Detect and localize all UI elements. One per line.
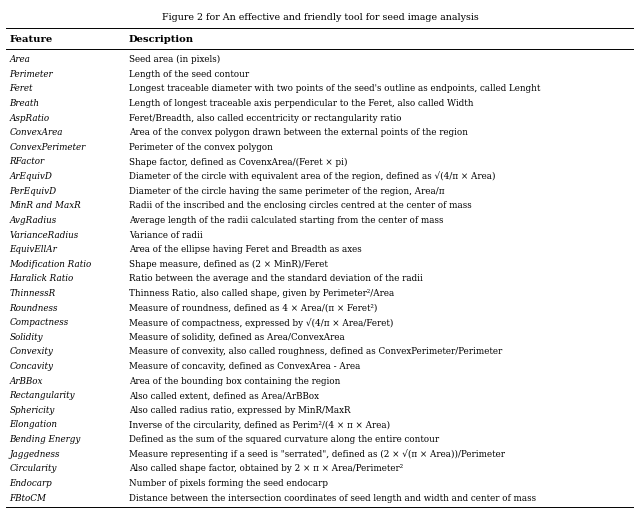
- Text: Area of the convex polygon drawn between the external points of the region: Area of the convex polygon drawn between…: [129, 128, 468, 137]
- Text: Description: Description: [129, 35, 194, 44]
- Text: Measure representing if a seed is "serrated", defined as (2 × √(π × Area))/Perim: Measure representing if a seed is "serra…: [129, 449, 505, 459]
- Text: MinR and MaxR: MinR and MaxR: [10, 201, 81, 210]
- Text: ArEquivD: ArEquivD: [10, 172, 52, 181]
- Text: Length of longest traceable axis perpendicular to the Feret, also called Width: Length of longest traceable axis perpend…: [129, 99, 473, 108]
- Text: Diameter of the circle having the same perimeter of the region, Area/π: Diameter of the circle having the same p…: [129, 187, 444, 195]
- Text: Shape factor, defined as CovenxArea/(Feret × pi): Shape factor, defined as CovenxArea/(Fer…: [129, 157, 348, 167]
- Text: Measure of solidity, defined as Area/ConvexArea: Measure of solidity, defined as Area/Con…: [129, 333, 344, 342]
- Text: Convexity: Convexity: [10, 347, 53, 357]
- Text: Modification Ratio: Modification Ratio: [10, 260, 92, 269]
- Text: PerEquivD: PerEquivD: [10, 187, 57, 195]
- Text: Length of the seed contour: Length of the seed contour: [129, 70, 249, 79]
- Text: Number of pixels forming the seed endocarp: Number of pixels forming the seed endoca…: [129, 479, 328, 488]
- Text: ThinnessR: ThinnessR: [10, 289, 56, 298]
- Text: Concavity: Concavity: [10, 362, 54, 371]
- Text: Inverse of the circularity, defined as Perim²/(4 × π × Area): Inverse of the circularity, defined as P…: [129, 421, 390, 429]
- Text: RFactor: RFactor: [10, 157, 45, 167]
- Text: Also called radius ratio, expressed by MinR/MaxR: Also called radius ratio, expressed by M…: [129, 406, 350, 415]
- Text: Shape measure, defined as (2 × MinR)/Feret: Shape measure, defined as (2 × MinR)/Fer…: [129, 260, 328, 269]
- Text: Longest traceable diameter with two points of the seed's outline as endpoints, c: Longest traceable diameter with two poin…: [129, 85, 540, 93]
- Text: Ratio between the average and the standard deviation of the radii: Ratio between the average and the standa…: [129, 274, 422, 283]
- Text: Defined as the sum of the squared curvature along the entire contour: Defined as the sum of the squared curvat…: [129, 435, 439, 444]
- Text: AvgRadius: AvgRadius: [10, 216, 57, 225]
- Text: Diameter of the circle with equivalent area of the region, defined as √(4/π × Ar: Diameter of the circle with equivalent a…: [129, 172, 495, 182]
- Text: Solidity: Solidity: [10, 333, 43, 342]
- Text: EquivEllAr: EquivEllAr: [10, 245, 58, 254]
- Text: Bending Energy: Bending Energy: [10, 435, 81, 444]
- Text: ConvexPerimeter: ConvexPerimeter: [10, 143, 86, 152]
- Text: Variance of radii: Variance of radii: [129, 230, 202, 240]
- Text: Rectangularity: Rectangularity: [10, 391, 75, 400]
- Text: Endocarp: Endocarp: [10, 479, 52, 488]
- Text: Also called shape factor, obtained by 2 × π × Area/Perimeter²: Also called shape factor, obtained by 2 …: [129, 464, 403, 473]
- Text: Breath: Breath: [10, 99, 40, 108]
- Text: Area of the bounding box containing the region: Area of the bounding box containing the …: [129, 377, 340, 386]
- Text: Elongation: Elongation: [10, 421, 58, 429]
- Text: Figure 2 for An effective and friendly tool for seed image analysis: Figure 2 for An effective and friendly t…: [162, 13, 478, 22]
- Text: ArBBox: ArBBox: [10, 377, 43, 386]
- Text: Compactness: Compactness: [10, 318, 68, 327]
- Text: Feature: Feature: [10, 35, 52, 44]
- Text: Roundness: Roundness: [10, 304, 58, 312]
- Text: Measure of compactness, expressed by √(4/π × Area/Feret): Measure of compactness, expressed by √(4…: [129, 318, 393, 327]
- Text: FBtoCM: FBtoCM: [10, 494, 47, 503]
- Text: Distance between the intersection coordinates of seed length and width and cente: Distance between the intersection coordi…: [129, 494, 536, 503]
- Text: Measure of concavity, defined as ConvexArea - Area: Measure of concavity, defined as ConvexA…: [129, 362, 360, 371]
- Text: Sphericity: Sphericity: [10, 406, 55, 415]
- Text: Measure of roundness, defined as 4 × Area/(π × Feret²): Measure of roundness, defined as 4 × Are…: [129, 304, 377, 312]
- Text: Haralick Ratio: Haralick Ratio: [10, 274, 74, 283]
- Text: Area: Area: [10, 55, 31, 64]
- Text: Average length of the radii calculated starting from the center of mass: Average length of the radii calculated s…: [129, 216, 444, 225]
- Text: Jaggedness: Jaggedness: [10, 450, 60, 459]
- Text: Area of the ellipse having Feret and Breadth as axes: Area of the ellipse having Feret and Bre…: [129, 245, 362, 254]
- Text: Perimeter of the convex polygon: Perimeter of the convex polygon: [129, 143, 273, 152]
- Text: Perimeter: Perimeter: [10, 70, 53, 79]
- Text: Radii of the inscribed and the enclosing circles centred at the center of mass: Radii of the inscribed and the enclosing…: [129, 201, 472, 210]
- Text: Feret: Feret: [10, 85, 33, 93]
- Text: Circularity: Circularity: [10, 464, 57, 473]
- Text: Also called extent, defined as Area/ArBBox: Also called extent, defined as Area/ArBB…: [129, 391, 319, 400]
- Text: Thinness Ratio, also called shape, given by Perimeter²/Area: Thinness Ratio, also called shape, given…: [129, 289, 394, 298]
- Text: VarianceRadius: VarianceRadius: [10, 230, 79, 240]
- Text: Seed area (in pixels): Seed area (in pixels): [129, 55, 220, 64]
- Text: AspRatio: AspRatio: [10, 114, 50, 123]
- Text: ConvexArea: ConvexArea: [10, 128, 63, 137]
- Text: Measure of convexity, also called roughness, defined as ConvexPerimeter/Perimete: Measure of convexity, also called roughn…: [129, 347, 502, 357]
- Text: Feret/Breadth, also called eccentricity or rectangularity ratio: Feret/Breadth, also called eccentricity …: [129, 114, 401, 123]
